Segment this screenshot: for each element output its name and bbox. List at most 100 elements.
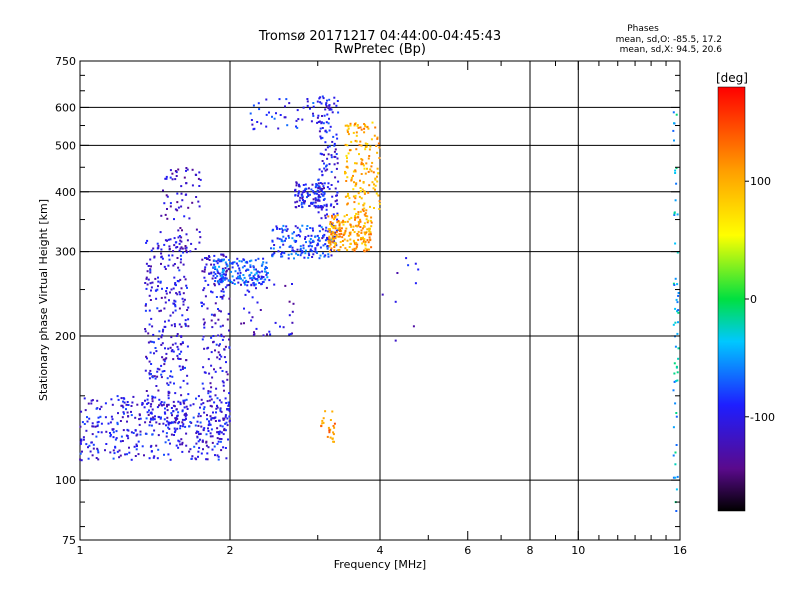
data-point <box>218 272 221 275</box>
data-point <box>219 366 222 369</box>
data-point <box>673 212 676 215</box>
data-point <box>243 265 246 268</box>
data-point <box>210 290 212 293</box>
data-point <box>154 396 157 399</box>
data-point <box>350 216 353 219</box>
data-point <box>268 330 271 333</box>
data-point <box>183 418 186 421</box>
data-point <box>366 125 369 128</box>
data-point <box>173 302 176 305</box>
data-point <box>322 421 325 424</box>
data-point <box>206 307 209 310</box>
data-point <box>192 403 195 406</box>
data-point <box>329 237 332 240</box>
data-point <box>178 440 181 443</box>
data-point <box>150 444 153 447</box>
data-point <box>353 208 356 211</box>
data-point <box>318 199 321 202</box>
data-point <box>118 456 121 459</box>
data-point <box>282 235 285 238</box>
data-point <box>262 257 265 260</box>
data-point <box>87 446 89 449</box>
data-point <box>372 187 375 190</box>
data-point <box>152 333 155 336</box>
data-point <box>148 424 151 427</box>
data-point <box>324 243 327 246</box>
data-point <box>272 228 275 231</box>
data-point <box>151 325 154 328</box>
data-point <box>329 228 331 231</box>
data-point <box>284 116 287 119</box>
data-point <box>273 117 276 120</box>
data-point <box>214 302 217 305</box>
data-point <box>224 345 227 348</box>
data-point <box>349 124 352 127</box>
data-point <box>166 382 169 385</box>
data-point <box>204 279 207 282</box>
data-point <box>227 401 230 404</box>
x-tick-label: 10 <box>571 544 585 557</box>
data-point <box>195 458 198 461</box>
data-point <box>166 195 169 198</box>
data-point <box>279 114 282 116</box>
data-point <box>329 419 332 421</box>
data-point <box>85 429 88 432</box>
data-point <box>676 301 679 304</box>
data-point <box>189 448 192 451</box>
data-point <box>299 249 302 252</box>
data-point <box>160 343 163 346</box>
data-point <box>353 231 356 233</box>
data-point <box>223 278 226 281</box>
data-point <box>324 239 327 242</box>
data-point <box>677 347 680 350</box>
x-axis-ticks: 1 2 4 6 8 10 16 <box>77 61 687 557</box>
data-point <box>242 274 245 276</box>
data-point <box>157 434 160 437</box>
data-point <box>344 143 347 146</box>
data-point <box>303 256 306 259</box>
data-point <box>185 414 188 416</box>
data-point <box>240 283 242 286</box>
data-point <box>328 235 331 238</box>
data-point <box>319 182 322 184</box>
data-point <box>297 205 300 207</box>
data-point <box>295 125 297 128</box>
data-point <box>222 276 224 279</box>
data-point <box>198 231 201 233</box>
data-point <box>166 420 169 423</box>
data-point <box>208 256 211 259</box>
data-point <box>288 102 291 105</box>
data-point <box>312 229 314 232</box>
data-point <box>186 168 189 171</box>
data-point <box>328 250 331 253</box>
data-point <box>356 225 359 228</box>
data-point <box>186 286 188 289</box>
data-point <box>152 456 155 459</box>
data-point <box>210 417 213 420</box>
data-point <box>217 318 220 321</box>
data-point <box>353 242 356 245</box>
data-point <box>145 276 148 279</box>
data-point <box>96 447 99 450</box>
data-point <box>196 435 199 438</box>
data-point <box>149 340 152 343</box>
data-point <box>342 223 345 226</box>
data-point <box>163 370 166 372</box>
data-point <box>184 323 187 326</box>
data-point <box>222 418 225 421</box>
data-point <box>173 299 176 302</box>
data-point <box>201 338 204 341</box>
data-point <box>221 259 224 262</box>
data-point <box>330 230 333 233</box>
data-point <box>176 354 179 357</box>
data-point <box>205 433 208 436</box>
data-point <box>319 96 322 99</box>
data-point <box>333 218 335 221</box>
data-point <box>197 450 200 453</box>
data-point <box>197 415 200 418</box>
data-point <box>281 255 284 258</box>
data-point <box>231 275 234 278</box>
data-point <box>146 402 149 405</box>
data-point <box>144 282 147 284</box>
data-point <box>208 399 211 402</box>
